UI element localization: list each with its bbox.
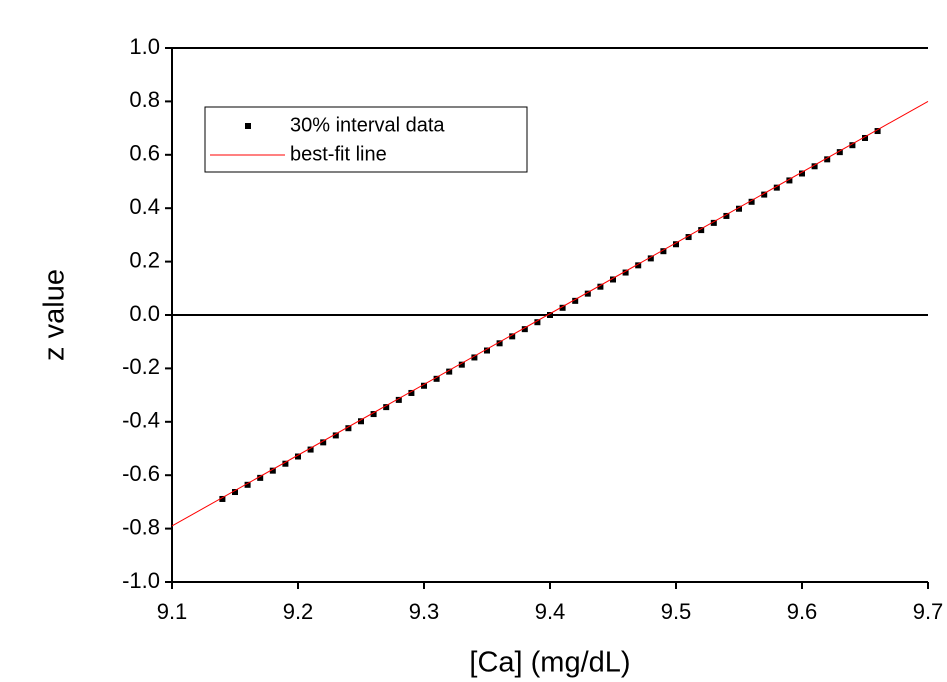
data-point <box>710 219 717 226</box>
data-point <box>345 425 352 432</box>
data-point <box>421 382 427 389</box>
x-tick-label: 9.7 <box>913 599 944 624</box>
x-tick-label: 9.4 <box>535 599 566 624</box>
data-point <box>761 191 768 198</box>
data-point <box>370 411 377 418</box>
legend-box <box>204 106 528 173</box>
data-point <box>257 474 264 481</box>
x-axis-label: [Ca] (mg/dL) <box>469 647 630 679</box>
y-tick-label: -0.4 <box>122 408 160 433</box>
data-point <box>559 304 566 311</box>
data-point <box>509 333 516 340</box>
x-tick-label: 9.5 <box>661 599 692 624</box>
data-point <box>534 319 541 326</box>
y-tick-label: 1.0 <box>129 34 160 59</box>
data-point <box>307 446 314 453</box>
legend-label: 30% interval data <box>290 114 445 136</box>
data-point <box>673 241 679 248</box>
data-point <box>219 495 226 502</box>
data-point <box>295 453 301 460</box>
y-tick-label: -1.0 <box>122 568 160 593</box>
y-tick-label: 0.0 <box>129 301 160 326</box>
data-point <box>862 134 868 141</box>
data-point <box>824 156 831 163</box>
data-point <box>320 439 327 446</box>
data-point <box>597 283 604 290</box>
data-point <box>622 269 629 276</box>
data-point <box>736 205 742 212</box>
data-point <box>723 212 730 219</box>
data-point <box>572 297 579 304</box>
data-point <box>383 404 390 411</box>
data-point <box>446 368 453 375</box>
data-point <box>244 481 251 488</box>
data-point <box>811 163 818 170</box>
data-point <box>521 326 528 333</box>
legend-label: best-fit line <box>290 143 387 165</box>
y-tick-label: -0.2 <box>122 354 160 379</box>
data-point <box>484 347 490 354</box>
data-point <box>610 276 616 283</box>
data-point <box>799 170 805 177</box>
data-point <box>584 290 591 297</box>
data-point <box>358 418 364 425</box>
data-point <box>836 149 843 156</box>
data-point <box>433 375 440 382</box>
data-point <box>635 262 642 269</box>
data-point <box>786 177 793 184</box>
data-point <box>471 354 478 361</box>
data-point <box>282 460 289 467</box>
data-point <box>458 361 465 368</box>
data-point <box>269 467 276 474</box>
x-tick-label: 9.1 <box>157 599 188 624</box>
legend-marker <box>245 123 251 129</box>
y-tick-label: -0.8 <box>122 514 160 539</box>
data-point <box>647 255 654 262</box>
data-point <box>773 184 780 191</box>
y-axis-label: z value <box>39 269 71 361</box>
y-tick-label: 0.6 <box>129 141 160 166</box>
x-tick-label: 9.6 <box>787 599 818 624</box>
data-point <box>685 234 692 241</box>
x-tick-label: 9.3 <box>409 599 440 624</box>
y-tick-label: -0.6 <box>122 461 160 486</box>
fit-line <box>171 100 929 527</box>
data-point <box>748 198 755 205</box>
y-tick-label: 0.8 <box>129 87 160 112</box>
data-point <box>698 227 705 234</box>
y-tick-label: 0.4 <box>129 194 160 219</box>
data-point <box>874 128 881 135</box>
y-tick-label: 0.2 <box>129 247 160 272</box>
data-point <box>395 396 402 403</box>
data-point <box>496 340 503 347</box>
x-tick-label: 9.2 <box>283 599 314 624</box>
data-point <box>547 312 553 318</box>
data-point <box>232 489 238 496</box>
data-point <box>408 389 415 396</box>
data-point <box>849 142 856 149</box>
data-point <box>660 248 667 255</box>
data-point <box>332 432 339 439</box>
